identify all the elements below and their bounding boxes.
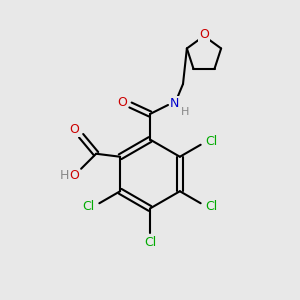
Text: Cl: Cl — [83, 200, 95, 213]
Text: O: O — [70, 169, 80, 182]
Text: N: N — [170, 97, 180, 110]
Text: O: O — [118, 95, 127, 109]
Text: O: O — [199, 28, 209, 41]
Text: Cl: Cl — [205, 135, 217, 148]
Text: H: H — [60, 169, 69, 182]
Text: Cl: Cl — [205, 200, 217, 213]
Text: Cl: Cl — [144, 236, 156, 250]
Text: O: O — [70, 123, 80, 136]
Text: H: H — [181, 106, 190, 117]
